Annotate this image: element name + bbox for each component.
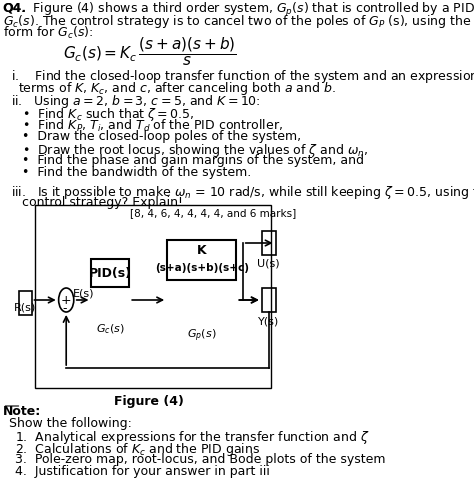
Text: $G_c(s) = K_c\, \dfrac{(s+a)(s+b)}{s}$: $G_c(s) = K_c\, \dfrac{(s+a)(s+b)}{s}$ <box>63 35 236 68</box>
Text: Show the following:: Show the following: <box>9 417 132 430</box>
Text: •  Find $K_c$ such that $\zeta = 0.5$,: • Find $K_c$ such that $\zeta = 0.5$, <box>22 106 194 123</box>
Text: -: - <box>62 302 66 315</box>
Text: [8, 4, 6, 4, 4, 4, 4, and 6 marks]: [8, 4, 6, 4, 4, 4, 4, and 6 marks] <box>130 208 296 218</box>
Text: iii.   Is it possible to make $\omega_n$ = 10 rad/s, while still keeping $\zeta : iii. Is it possible to make $\omega_n$ =… <box>11 184 474 201</box>
Bar <box>91 259 129 287</box>
Text: Y(s): Y(s) <box>258 316 279 326</box>
Text: terms of $K$, $K_c$, and $c$, after canceling both $a$ and $b$.: terms of $K$, $K_c$, and $c$, after canc… <box>18 80 336 97</box>
Text: •  Draw the root locus, showing the values of $\zeta$ and $\omega_n$,: • Draw the root locus, showing the value… <box>22 142 368 159</box>
Text: U(s): U(s) <box>257 259 280 269</box>
Text: Figure (4): Figure (4) <box>115 395 184 408</box>
Text: E(s): E(s) <box>73 288 95 298</box>
Text: Q4.  Figure (4) shows a third order system, $G_p(s)$ that is controlled by a PID: Q4. Figure (4) shows a third order syste… <box>2 1 474 19</box>
Text: ii.   Using $a = 2$, $b = 3$, $c = 5$, and $K = 10$:: ii. Using $a = 2$, $b = 3$, $c = 5$, and… <box>11 93 261 110</box>
Text: $G_c(s)$. The control strategy is to cancel two of the poles of $G_P$ (s), using: $G_c(s)$. The control strategy is to can… <box>2 13 474 30</box>
Bar <box>19 291 32 315</box>
Text: 1.  Analytical expressions for the transfer function and $\zeta$: 1. Analytical expressions for the transf… <box>15 429 370 446</box>
Text: PID(s): PID(s) <box>89 266 132 279</box>
Bar <box>262 288 275 312</box>
Text: +: + <box>61 294 72 307</box>
Text: 3.  Pole-zero map, root-locus, and Bode plots of the system: 3. Pole-zero map, root-locus, and Bode p… <box>15 453 386 466</box>
Text: Note:: Note: <box>2 405 41 418</box>
Text: Q4.: Q4. <box>2 2 27 15</box>
Bar <box>262 231 275 255</box>
Text: K: K <box>197 243 207 257</box>
Text: form for $G_c(s)$:: form for $G_c(s)$: <box>2 25 93 41</box>
Text: control strategy? Explain!: control strategy? Explain! <box>22 196 183 209</box>
Text: R(s): R(s) <box>14 303 36 313</box>
Bar <box>167 240 237 280</box>
Text: 4.  Justification for your answer in part iii: 4. Justification for your answer in part… <box>15 465 270 478</box>
Bar <box>35 205 271 388</box>
Text: (s+a)(s+b)(s+c): (s+a)(s+b)(s+c) <box>155 263 249 273</box>
Text: 2.  Calculations of $K_c$ and the PID gains: 2. Calculations of $K_c$ and the PID gai… <box>15 441 260 458</box>
Text: •  Find the phase and gain margins of the system, and: • Find the phase and gain margins of the… <box>22 154 364 167</box>
Text: i.    Find the closed-loop transfer function of the system and an expression for: i. Find the closed-loop transfer functio… <box>11 68 474 85</box>
Text: •  Draw the closed-loop poles of the system,: • Draw the closed-loop poles of the syst… <box>22 130 301 143</box>
Text: $G_p(s)$: $G_p(s)$ <box>187 328 217 345</box>
Text: $G_c(s)$: $G_c(s)$ <box>96 322 125 336</box>
Text: •  Find $K_P$, $T_i$, and $T_d$ of the PID controller,: • Find $K_P$, $T_i$, and $T_d$ of the PI… <box>22 118 283 134</box>
Text: •  Find the bandwidth of the system.: • Find the bandwidth of the system. <box>22 166 251 179</box>
